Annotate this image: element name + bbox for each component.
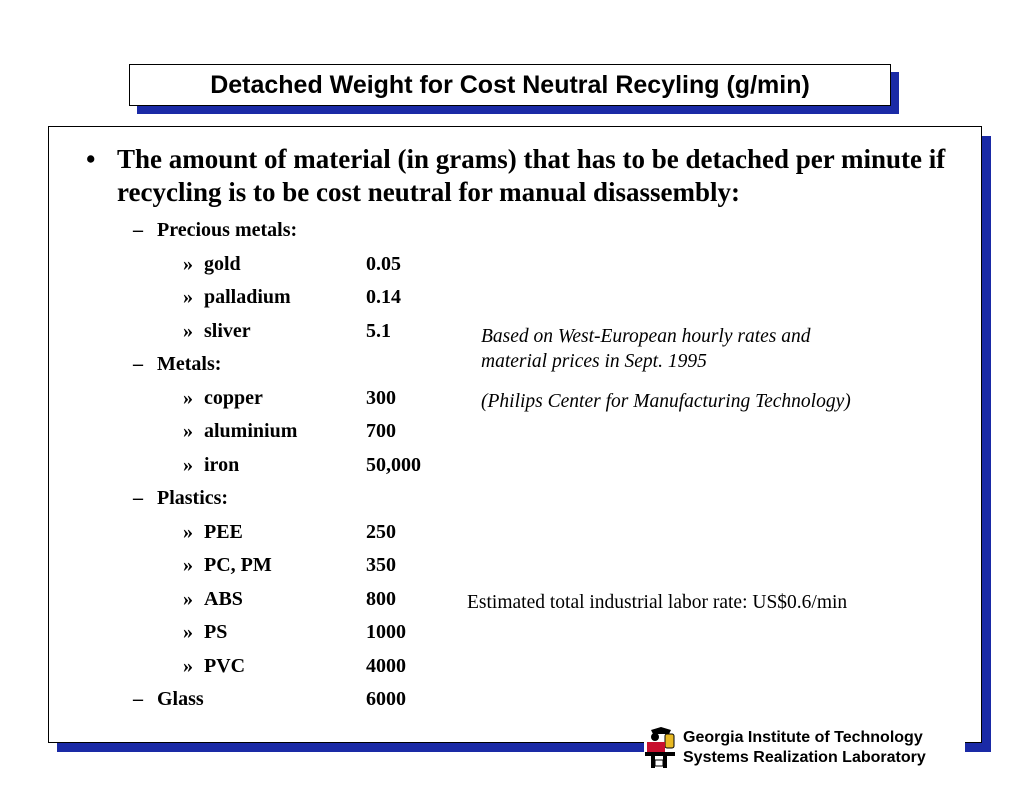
item-value: 4000 [366,655,406,677]
title-frame: Detached Weight for Cost Neutral Recylin… [129,64,899,114]
item-value: 800 [366,588,396,610]
sub-bullet-icon: » [183,521,193,543]
sub-bullet-icon: » [183,387,193,409]
item-value: 250 [366,521,396,543]
group-label: Plastics: [157,487,229,509]
labor-rate-text: Estimated total industrial labor rate: U… [467,592,848,613]
item-name: ABS [204,588,243,610]
content-panel [48,126,982,743]
item-value: 1000 [366,621,406,643]
group-label: Precious metals: [157,219,298,241]
sub-bullet-icon: » [183,420,193,442]
footer-background [675,728,965,768]
item-value: 5.1 [366,320,391,342]
main-bullet-text: The amount of material (in grams) that h… [117,144,946,207]
item-name: sliver [204,320,251,342]
sub-bullet-icon: » [183,655,193,677]
sub-bullet-icon: » [183,554,193,576]
item-name: copper [204,387,263,409]
dash-icon: – [133,353,143,375]
footer-text: Georgia Institute of Technology Systems … [683,728,926,768]
footer: Georgia Institute of Technology Systems … [641,724,971,774]
sub-bullet-icon: » [183,588,193,610]
georgia-tech-logo-icon [644,726,678,768]
item-value: 700 [366,420,396,442]
footer-lab: Systems Realization Laboratory [683,749,926,766]
item-name: PC, PM [204,554,272,576]
item-name: PVC [204,655,246,677]
sub-bullet-icon: » [183,320,193,342]
item-value: 6000 [366,688,406,710]
item-value: 300 [366,387,396,409]
item-value: 0.05 [366,253,401,275]
note-source: (Philips Center for Manufacturing Techno… [481,391,851,412]
note-line-1: Based on West-European hourly rates and [481,326,811,347]
dash-icon: – [133,219,143,241]
note-line-2: material prices in Sept. 1995 [481,351,707,372]
title-box: Detached Weight for Cost Neutral Recylin… [129,64,891,106]
item-name: iron [204,454,240,476]
sub-bullet-icon: » [183,454,193,476]
item-name: PS [204,621,228,643]
footer-institute: Georgia Institute of Technology [683,729,923,746]
item-name: palladium [204,286,291,308]
item-value: 350 [366,554,396,576]
item-value: 50,000 [366,454,421,476]
item-value: 0.14 [366,286,401,308]
sub-bullet-icon: » [183,621,193,643]
dash-icon: – [133,688,143,710]
sub-bullet-icon: » [183,286,193,308]
item-name: PEE [204,521,243,543]
item-name: aluminium [204,420,298,442]
sub-bullet-icon: » [183,253,193,275]
group-label: Metals: [157,353,222,375]
group-label: Glass [157,688,204,710]
slide-title: Detached Weight for Cost Neutral Recylin… [210,70,810,99]
dash-icon: – [133,487,143,509]
bullet-icon: • [86,144,96,174]
item-name: gold [204,253,241,275]
